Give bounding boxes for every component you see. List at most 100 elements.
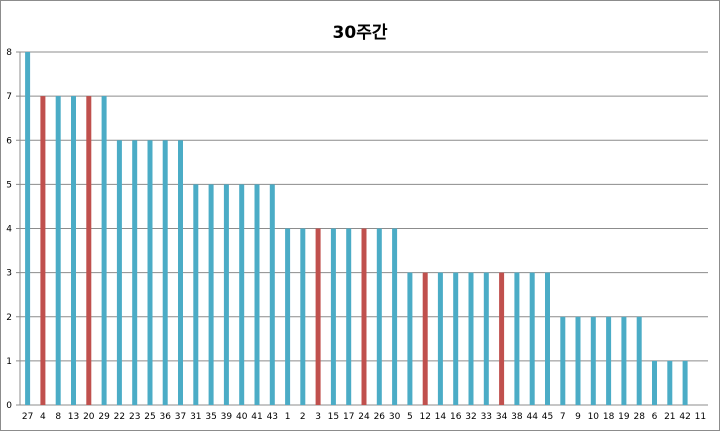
- bar: [361, 228, 367, 405]
- x-tick-label: 5: [407, 412, 413, 422]
- x-tick-label: 18: [603, 412, 615, 422]
- y-tick-label: 0: [6, 401, 12, 411]
- x-tick-label: 23: [129, 412, 140, 422]
- x-tick-label: 4: [40, 412, 46, 422]
- y-tick-label: 2: [6, 313, 12, 323]
- bar: [514, 272, 520, 405]
- y-tick-label: 3: [6, 269, 12, 279]
- bar: [285, 228, 291, 405]
- x-tick-label: 1: [285, 412, 291, 422]
- bar: [407, 272, 413, 405]
- x-tick-label: 20: [83, 412, 95, 422]
- bar: [560, 316, 566, 406]
- bar: [223, 184, 229, 405]
- chart-title: 30주간: [332, 23, 388, 43]
- x-tick-label: 25: [144, 412, 155, 422]
- bar: [254, 184, 260, 405]
- x-tick-label: 22: [114, 412, 125, 422]
- y-tick-label: 6: [6, 136, 12, 146]
- bar: [590, 316, 596, 406]
- bar: [71, 96, 76, 405]
- x-tick-label: 35: [205, 412, 216, 422]
- bar: [468, 272, 474, 405]
- x-tick-label: 32: [465, 412, 476, 422]
- bar: [636, 316, 642, 406]
- x-tick-label: 2: [300, 412, 306, 422]
- x-tick-label: 6: [652, 412, 658, 422]
- bar: [55, 96, 61, 405]
- x-tick-label: 42: [679, 412, 690, 422]
- x-tick-label: 36: [159, 412, 171, 422]
- bar: [40, 96, 46, 405]
- bar: [529, 272, 535, 405]
- bar: [545, 272, 550, 405]
- bar: [682, 360, 688, 405]
- bar: [116, 140, 122, 406]
- x-tick-label: 30: [389, 412, 401, 422]
- x-tick-label: 33: [481, 412, 492, 422]
- x-tick-label: 44: [526, 412, 538, 422]
- bar: [147, 140, 153, 406]
- bar: [437, 272, 443, 405]
- x-tick-label: 13: [68, 412, 79, 422]
- x-tick-label: 16: [450, 412, 462, 422]
- y-tick-label: 8: [6, 48, 12, 58]
- x-tick-label: 11: [695, 412, 706, 422]
- x-tick-label: 28: [633, 412, 645, 422]
- x-tick-label: 31: [190, 412, 201, 422]
- x-tick-label: 9: [575, 412, 581, 422]
- x-tick-label: 34: [496, 412, 508, 422]
- bar: [330, 228, 336, 405]
- x-tick-label: 40: [236, 412, 248, 422]
- y-tick-label: 4: [6, 225, 12, 235]
- bar: [483, 272, 489, 405]
- x-tick-label: 27: [22, 412, 33, 422]
- y-tick-label: 1: [6, 357, 12, 367]
- x-tick-label: 43: [267, 412, 278, 422]
- x-tick-label: 19: [618, 412, 630, 422]
- x-tick-label: 17: [343, 412, 354, 422]
- x-tick-label: 15: [328, 412, 339, 422]
- bar: [499, 272, 505, 405]
- x-tick-label: 26: [374, 412, 386, 422]
- x-tick-label: 41: [251, 412, 262, 422]
- bar: [101, 96, 107, 405]
- x-tick-label: 10: [588, 412, 600, 422]
- y-tick-label: 7: [6, 92, 12, 102]
- bar: [300, 228, 306, 405]
- bar: [162, 140, 168, 406]
- x-tick-label: 3: [315, 412, 321, 422]
- bar: [606, 316, 612, 406]
- bar: [208, 184, 214, 405]
- bar: [315, 228, 321, 405]
- y-tick-label: 5: [6, 180, 12, 190]
- bar: [422, 272, 428, 405]
- x-tick-label: 21: [664, 412, 675, 422]
- x-tick-label: 39: [221, 412, 233, 422]
- x-tick-label: 38: [511, 412, 523, 422]
- x-tick-label: 8: [55, 412, 61, 422]
- bar: [621, 316, 627, 406]
- x-tick-label: 14: [435, 412, 447, 422]
- bar: [132, 140, 138, 406]
- bar: [25, 52, 31, 405]
- bar: [376, 228, 382, 405]
- x-tick-label: 12: [419, 412, 430, 422]
- bar: [453, 272, 459, 405]
- bar: [575, 316, 581, 406]
- bar: [667, 360, 673, 405]
- x-tick-label: 29: [98, 412, 110, 422]
- bar: [239, 184, 245, 405]
- x-tick-label: 7: [560, 412, 566, 422]
- bar: [652, 360, 657, 405]
- bar: [86, 96, 92, 405]
- x-tick-label: 45: [542, 412, 553, 422]
- bar: [178, 140, 183, 406]
- bar: [269, 184, 275, 405]
- x-tick-label: 37: [175, 412, 186, 422]
- bar: [346, 228, 352, 405]
- bar: [193, 184, 199, 405]
- x-tick-label: 24: [358, 412, 370, 422]
- bar: [392, 228, 398, 405]
